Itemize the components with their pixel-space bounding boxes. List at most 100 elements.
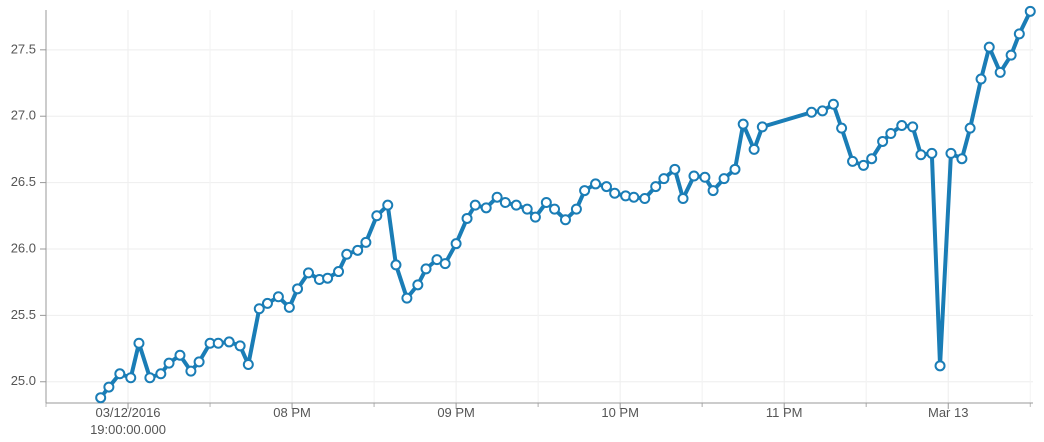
- data-point: [95, 392, 107, 404]
- data-point: [729, 163, 741, 175]
- data-point: [302, 267, 314, 279]
- data-point: [628, 191, 640, 203]
- data-point: [261, 297, 273, 309]
- data-point: [737, 118, 749, 130]
- data-point: [185, 365, 197, 377]
- y-tick-label: 25.5: [11, 307, 36, 322]
- data-point: [669, 163, 681, 175]
- x-tick-label: 03/12/2016 19:00:00.000: [90, 405, 166, 437]
- data-point: [827, 98, 839, 110]
- data-point: [114, 368, 126, 380]
- data-point: [945, 147, 957, 159]
- y-tick-label: 26.5: [11, 174, 36, 189]
- x-tick-label: 11 PM: [765, 405, 803, 420]
- data-point: [283, 301, 295, 313]
- data-point: [983, 41, 995, 53]
- x-tick-label: 08 PM: [273, 405, 311, 420]
- data-point: [382, 199, 394, 211]
- series-line: [99, 10, 1033, 399]
- data-point: [650, 181, 662, 193]
- data-point: [926, 147, 938, 159]
- data-point: [272, 291, 284, 303]
- data-point: [866, 153, 878, 165]
- x-tick-label: 09 PM: [437, 405, 475, 420]
- data-point: [125, 372, 137, 384]
- data-point: [748, 143, 760, 155]
- data-point: [499, 197, 511, 209]
- x-tick-label: Mar 13: [928, 405, 969, 420]
- data-point: [994, 66, 1006, 78]
- data-point: [1024, 5, 1036, 17]
- data-point: [510, 199, 522, 211]
- data-point: [975, 73, 987, 85]
- data-point: [144, 372, 156, 384]
- data-point: [234, 340, 246, 352]
- data-point: [934, 360, 946, 372]
- data-point: [371, 210, 383, 222]
- data-point: [253, 303, 265, 315]
- y-tick-label: 27.0: [11, 108, 36, 123]
- data-point: [907, 121, 919, 133]
- data-point: [193, 356, 205, 368]
- data-point: [857, 159, 869, 171]
- data-point: [469, 199, 481, 211]
- data-point: [401, 292, 413, 304]
- data-point: [461, 212, 473, 224]
- data-point: [341, 248, 353, 260]
- y-tick-label: 26.0: [11, 240, 36, 255]
- data-point: [103, 381, 115, 393]
- data-point: [133, 337, 145, 349]
- data-point: [223, 336, 235, 348]
- data-point: [390, 259, 402, 271]
- data-point: [570, 203, 582, 215]
- data-point: [1005, 49, 1017, 61]
- data-point: [885, 127, 897, 139]
- data-point: [718, 173, 730, 185]
- data-point: [412, 279, 424, 291]
- data-point: [639, 193, 651, 205]
- data-point: [322, 272, 334, 284]
- data-point: [480, 202, 492, 214]
- data-point: [699, 171, 711, 183]
- data-point: [579, 185, 591, 197]
- data-point: [956, 153, 968, 165]
- data-point: [658, 173, 670, 185]
- data-point: [756, 121, 768, 133]
- data-point: [688, 170, 700, 182]
- data-point: [964, 122, 976, 134]
- data-point: [450, 238, 462, 250]
- data-point: [847, 155, 859, 167]
- y-tick-label: 27.5: [11, 41, 36, 56]
- data-point: [352, 244, 364, 256]
- data-point: [420, 263, 432, 275]
- data-point: [491, 191, 503, 203]
- data-point: [163, 357, 175, 369]
- data-point: [677, 193, 689, 205]
- data-point: [360, 236, 372, 248]
- data-point: [242, 358, 254, 370]
- data-point: [877, 135, 889, 147]
- data-point: [521, 203, 533, 215]
- data-point: [155, 368, 167, 380]
- data-point: [529, 211, 541, 223]
- data-point: [915, 149, 927, 161]
- data-point: [896, 120, 908, 132]
- data-point: [333, 266, 345, 278]
- data-point: [600, 181, 612, 193]
- data-point: [549, 203, 561, 215]
- x-tick-label: 10 PM: [601, 405, 639, 420]
- data-point: [816, 105, 828, 117]
- data-point: [559, 214, 571, 226]
- data-point: [590, 178, 602, 190]
- data-point: [836, 122, 848, 134]
- data-point: [439, 258, 451, 270]
- data-point: [212, 337, 224, 349]
- data-point: [609, 187, 621, 199]
- data-point: [1013, 28, 1025, 40]
- data-point: [707, 185, 719, 197]
- data-point: [174, 349, 186, 361]
- y-tick-label: 25.0: [11, 373, 36, 388]
- data-point: [540, 197, 552, 209]
